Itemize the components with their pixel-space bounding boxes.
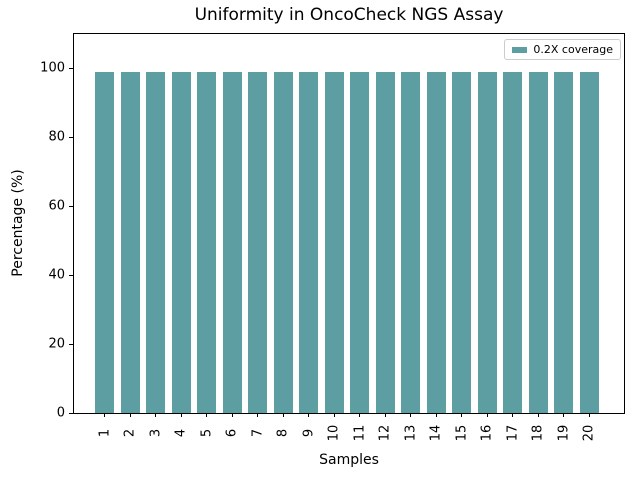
- bar-sample-7: [248, 71, 268, 413]
- y-tick-label: 20: [48, 336, 65, 352]
- x-tick-label: 8: [275, 428, 291, 438]
- bar-sample-15: [452, 71, 472, 413]
- y-tick-label: 100: [40, 60, 65, 76]
- bar-sample-14: [426, 71, 446, 413]
- x-tick-label: 18: [530, 424, 546, 442]
- y-tick: [69, 205, 73, 207]
- x-tick: [537, 413, 539, 417]
- x-tick-label: 1: [97, 428, 113, 438]
- x-tick-label: 2: [122, 428, 138, 438]
- y-tick: [69, 343, 73, 345]
- x-tick-label: 3: [148, 428, 164, 438]
- bar-sample-3: [146, 71, 166, 413]
- x-tick-label: 15: [454, 424, 470, 442]
- x-tick: [333, 413, 335, 417]
- bar-sample-17: [503, 71, 523, 413]
- x-tick: [257, 413, 259, 417]
- x-tick: [435, 413, 437, 417]
- x-tick: [563, 413, 565, 417]
- legend: 0.2X coverage: [504, 39, 621, 60]
- bar-sample-6: [222, 71, 242, 413]
- bar-sample-20: [579, 71, 599, 413]
- legend-swatch: [512, 46, 528, 53]
- x-tick-label: 19: [556, 424, 572, 442]
- bar-sample-4: [171, 71, 191, 413]
- bar-sample-9: [299, 71, 319, 413]
- x-tick-label: 13: [403, 424, 419, 442]
- bar-sample-5: [197, 71, 217, 413]
- chart-title: Uniformity in OncoCheck NGS Assay: [194, 5, 504, 25]
- plot-area: 0.2X coverage 0 20 40 60 80 100 1 2 3 4 5 6 7 8 9 10 11 1…: [40, 33, 625, 441]
- x-tick-label: 6: [224, 428, 240, 438]
- x-tick: [155, 413, 157, 417]
- bar-sample-19: [554, 71, 574, 413]
- y-tick: [69, 67, 73, 69]
- x-tick-label: 16: [479, 424, 495, 442]
- x-tick-label: 5: [199, 428, 215, 438]
- x-tick: [308, 413, 310, 417]
- y-tick-label: 60: [48, 198, 65, 214]
- x-tick: [129, 413, 131, 417]
- y-tick-label: 0: [56, 405, 65, 421]
- y-tick-label: 80: [48, 129, 65, 145]
- x-tick: [384, 413, 386, 417]
- x-tick-label: 11: [352, 424, 368, 442]
- x-tick-label: 14: [428, 424, 444, 442]
- bar-sample-8: [273, 71, 293, 413]
- x-tick: [486, 413, 488, 417]
- y-tick: [69, 412, 73, 414]
- x-tick: [282, 413, 284, 417]
- x-tick-label: 17: [505, 424, 521, 442]
- bar-sample-13: [401, 71, 421, 413]
- x-tick: [206, 413, 208, 417]
- bar-sample-1: [95, 71, 115, 413]
- x-tick-label: 20: [581, 424, 597, 442]
- y-tick: [69, 274, 73, 276]
- x-tick-label: 9: [301, 428, 317, 438]
- x-tick: [410, 413, 412, 417]
- x-axis-label: Samples: [319, 452, 379, 468]
- bar-sample-18: [528, 71, 548, 413]
- x-tick: [359, 413, 361, 417]
- x-tick-label: 12: [377, 424, 393, 442]
- x-tick: [461, 413, 463, 417]
- y-tick: [69, 136, 73, 138]
- legend-label: 0.2X coverage: [533, 43, 613, 56]
- y-tick-label: 40: [48, 267, 65, 283]
- bar-sample-12: [375, 71, 395, 413]
- bar-sample-2: [120, 71, 140, 413]
- x-tick: [231, 413, 233, 417]
- x-tick-label: 4: [173, 428, 189, 438]
- y-axis-label: Percentage (%): [10, 169, 26, 277]
- bar-sample-16: [477, 71, 497, 413]
- x-tick: [104, 413, 106, 417]
- x-tick-label: 7: [250, 428, 266, 438]
- bar-sample-10: [324, 71, 344, 413]
- x-tick-label: 10: [326, 424, 342, 442]
- x-tick: [512, 413, 514, 417]
- x-tick: [588, 413, 590, 417]
- bar-sample-11: [350, 71, 370, 413]
- x-tick: [180, 413, 182, 417]
